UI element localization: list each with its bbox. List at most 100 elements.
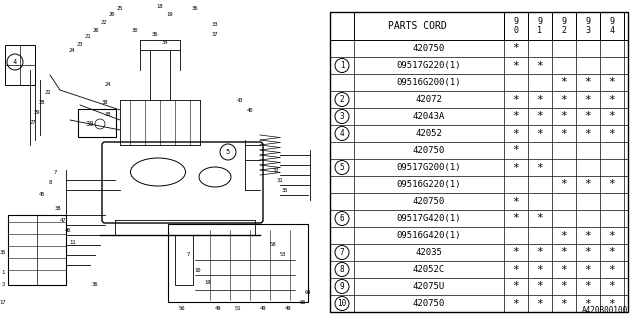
Text: 42072: 42072 <box>415 95 442 104</box>
Text: 23: 23 <box>77 42 83 46</box>
Text: *: * <box>609 299 616 308</box>
Text: 18: 18 <box>157 4 163 10</box>
Text: *: * <box>584 111 591 122</box>
Text: 9
1: 9 1 <box>538 17 543 35</box>
Text: *: * <box>561 129 568 139</box>
Text: 5: 5 <box>340 163 344 172</box>
Text: 27: 27 <box>29 119 36 124</box>
Text: *: * <box>584 265 591 275</box>
Text: *: * <box>536 94 543 105</box>
Text: *: * <box>609 77 616 87</box>
Text: 09517G220(1): 09517G220(1) <box>397 61 461 70</box>
Text: 9
0: 9 0 <box>513 17 518 35</box>
Text: *: * <box>561 299 568 308</box>
Text: *: * <box>609 265 616 275</box>
Text: 10: 10 <box>337 299 347 308</box>
Text: *: * <box>513 94 520 105</box>
Text: 65: 65 <box>300 300 307 305</box>
Text: 30: 30 <box>86 121 94 127</box>
Text: *: * <box>609 111 616 122</box>
Text: 38: 38 <box>102 100 108 105</box>
Text: 45: 45 <box>39 193 45 197</box>
Text: 24: 24 <box>105 83 111 87</box>
Text: *: * <box>536 60 543 70</box>
Text: 29: 29 <box>34 109 40 115</box>
Text: *: * <box>609 282 616 292</box>
Text: *: * <box>561 94 568 105</box>
Text: 8: 8 <box>340 265 344 274</box>
Text: *: * <box>513 265 520 275</box>
Text: 9
4: 9 4 <box>609 17 614 35</box>
Text: *: * <box>536 247 543 258</box>
Text: *: * <box>561 111 568 122</box>
Bar <box>168 224 308 302</box>
Text: 420750: 420750 <box>413 146 445 155</box>
Text: 420750: 420750 <box>413 44 445 53</box>
Bar <box>5 45 35 85</box>
Text: *: * <box>513 299 520 308</box>
Text: *: * <box>584 230 591 241</box>
Text: 7: 7 <box>186 252 189 258</box>
Text: 09517G420(1): 09517G420(1) <box>397 214 461 223</box>
Text: 42035: 42035 <box>415 248 442 257</box>
Text: *: * <box>513 146 520 156</box>
Text: 38: 38 <box>105 113 111 117</box>
Text: *: * <box>513 163 520 172</box>
Text: 49: 49 <box>260 306 266 310</box>
Text: 11: 11 <box>70 239 76 244</box>
Text: 24: 24 <box>68 49 76 53</box>
Text: *: * <box>536 265 543 275</box>
FancyBboxPatch shape <box>102 142 263 223</box>
Bar <box>175 235 193 285</box>
Text: *: * <box>609 94 616 105</box>
Text: *: * <box>609 247 616 258</box>
Text: 1: 1 <box>340 61 344 70</box>
Text: 5: 5 <box>226 149 230 155</box>
Text: 35: 35 <box>282 188 288 193</box>
Text: 35: 35 <box>0 250 6 254</box>
Text: *: * <box>513 213 520 223</box>
Text: *: * <box>584 77 591 87</box>
Text: *: * <box>513 196 520 206</box>
Text: *: * <box>561 247 568 258</box>
Text: 1: 1 <box>1 269 4 275</box>
Text: 28: 28 <box>39 100 45 105</box>
Text: *: * <box>584 299 591 308</box>
Text: *: * <box>536 163 543 172</box>
Text: 21: 21 <box>84 35 92 39</box>
Text: *: * <box>513 282 520 292</box>
Text: 17: 17 <box>0 300 6 305</box>
Text: 46: 46 <box>65 228 71 233</box>
Text: 26: 26 <box>93 28 99 33</box>
Text: *: * <box>584 180 591 189</box>
Text: 420750: 420750 <box>413 299 445 308</box>
Text: 30: 30 <box>132 28 138 33</box>
Text: *: * <box>561 282 568 292</box>
Text: 10: 10 <box>195 268 201 273</box>
Text: *: * <box>536 282 543 292</box>
Text: 3: 3 <box>340 112 344 121</box>
Text: *: * <box>584 129 591 139</box>
Text: *: * <box>513 129 520 139</box>
Text: *: * <box>584 282 591 292</box>
Text: 20: 20 <box>109 12 115 18</box>
Text: *: * <box>513 111 520 122</box>
Text: *: * <box>609 129 616 139</box>
Text: 19: 19 <box>205 279 211 284</box>
Text: *: * <box>561 77 568 87</box>
Text: 7: 7 <box>53 170 56 174</box>
Text: 9
2: 9 2 <box>561 17 566 35</box>
Text: 64: 64 <box>305 290 311 294</box>
Text: 9: 9 <box>340 282 344 291</box>
Text: 8: 8 <box>49 180 52 186</box>
Text: 09516G420(1): 09516G420(1) <box>397 231 461 240</box>
Text: 7: 7 <box>340 248 344 257</box>
Text: 33: 33 <box>212 22 218 28</box>
Text: *: * <box>584 94 591 105</box>
Text: *: * <box>513 247 520 258</box>
Text: 42043A: 42043A <box>413 112 445 121</box>
Text: 09517G200(1): 09517G200(1) <box>397 163 461 172</box>
Text: *: * <box>609 230 616 241</box>
Text: 42052C: 42052C <box>413 265 445 274</box>
Text: 40: 40 <box>247 108 253 113</box>
